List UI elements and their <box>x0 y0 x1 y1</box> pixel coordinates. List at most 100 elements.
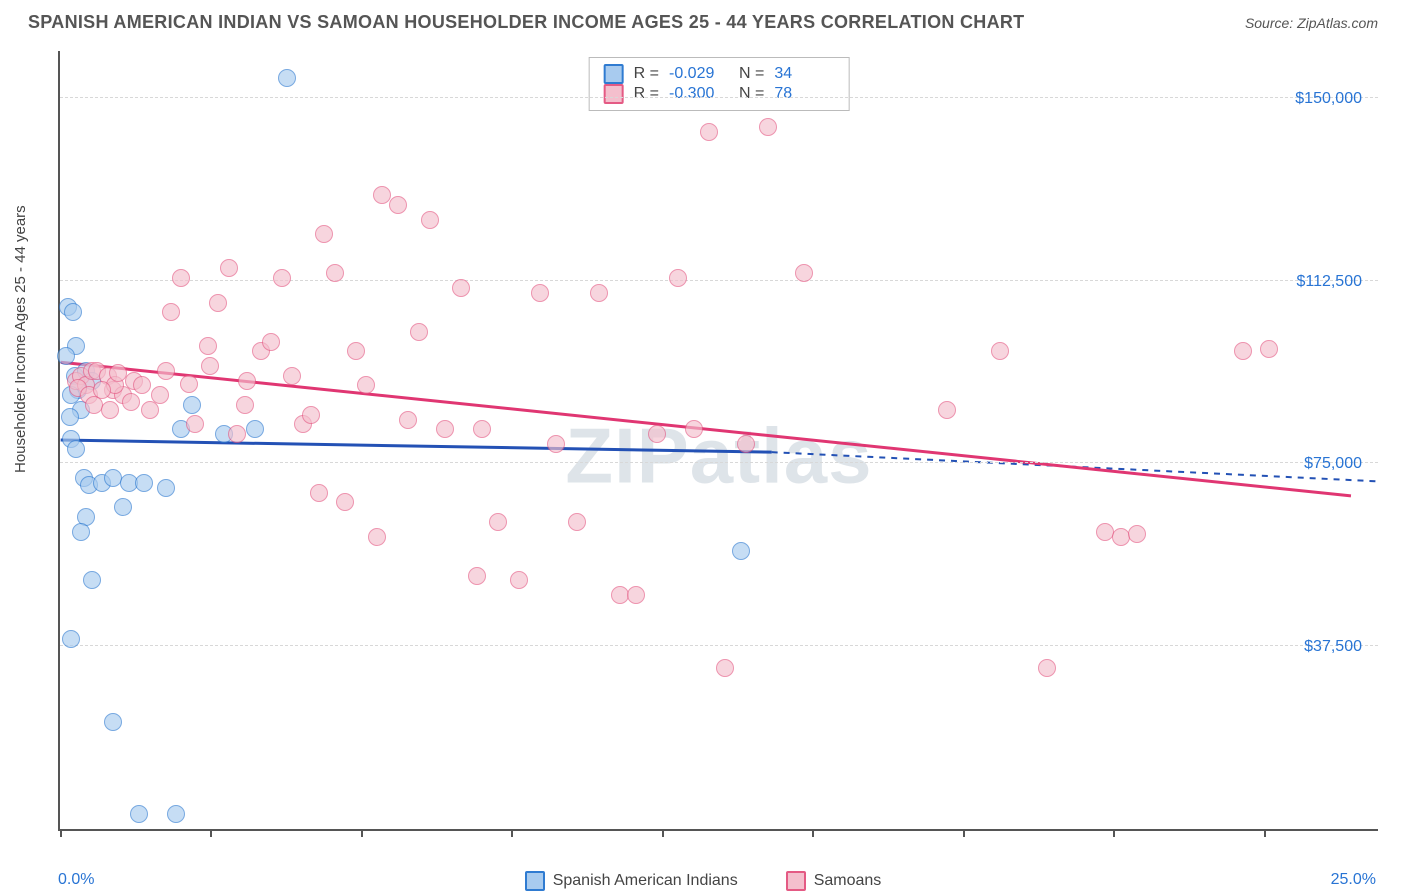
scatter-point <box>326 264 344 282</box>
scatter-point <box>473 420 491 438</box>
scatter-point <box>347 342 365 360</box>
scatter-point <box>57 347 75 365</box>
scatter-point <box>759 118 777 136</box>
scatter-point <box>109 364 127 382</box>
scatter-point <box>283 367 301 385</box>
scatter-point <box>310 484 328 502</box>
scatter-point <box>114 498 132 516</box>
scatter-point <box>938 401 956 419</box>
scatter-point <box>72 523 90 541</box>
stat-r-label: R = <box>634 85 659 103</box>
scatter-point <box>648 425 666 443</box>
stat-n-label: N = <box>739 85 764 103</box>
scatter-point <box>104 713 122 731</box>
plot-area: ZIPatlas R =-0.029N =34R =-0.300N =78 $3… <box>58 51 1378 831</box>
legend-label: Spanish American Indians <box>553 872 738 890</box>
scatter-point <box>315 225 333 243</box>
gridline-h <box>60 280 1378 281</box>
scatter-point <box>590 284 608 302</box>
scatter-point <box>130 805 148 823</box>
trendline <box>61 440 772 452</box>
stat-n-label: N = <box>739 65 764 83</box>
scatter-point <box>278 69 296 87</box>
bottom-legend-item: Spanish American Indians <box>525 871 738 891</box>
stat-r-value: -0.029 <box>669 65 729 83</box>
x-tick <box>1264 829 1266 837</box>
scatter-point <box>162 303 180 321</box>
gridline-h <box>60 645 1378 646</box>
stat-n-value: 78 <box>774 85 834 103</box>
scatter-point <box>220 259 238 277</box>
x-tick <box>812 829 814 837</box>
scatter-point <box>238 372 256 390</box>
scatter-point <box>172 269 190 287</box>
scatter-point <box>1128 525 1146 543</box>
scatter-point <box>101 401 119 419</box>
scatter-point <box>389 196 407 214</box>
scatter-point <box>399 411 417 429</box>
scatter-point <box>737 435 755 453</box>
scatter-point <box>262 333 280 351</box>
scatter-point <box>199 337 217 355</box>
scatter-point <box>228 425 246 443</box>
scatter-point <box>122 393 140 411</box>
x-tick <box>60 829 62 837</box>
legend-swatch-icon <box>786 871 806 891</box>
scatter-point <box>452 279 470 297</box>
stat-r-value: -0.300 <box>669 85 729 103</box>
x-tick <box>210 829 212 837</box>
scatter-point <box>685 420 703 438</box>
scatter-point <box>133 376 151 394</box>
stat-n-value: 34 <box>774 65 834 83</box>
scatter-point <box>180 375 198 393</box>
x-tick <box>511 829 513 837</box>
stats-legend-box: R = -0.029 N = 34 R = -0.300 N = 78 <box>589 57 850 111</box>
scatter-point <box>531 284 549 302</box>
scatter-point <box>1260 340 1278 358</box>
x-tick <box>963 829 965 837</box>
y-axis-label: Householder Income Ages 25 - 44 years <box>12 205 29 473</box>
scatter-point <box>510 571 528 589</box>
scatter-point <box>627 586 645 604</box>
scatter-point <box>201 357 219 375</box>
scatter-point <box>732 542 750 560</box>
gridline-h <box>60 97 1378 98</box>
scatter-point <box>83 571 101 589</box>
legend-swatch-icon <box>604 84 624 104</box>
scatter-point <box>209 294 227 312</box>
y-tick-label: $112,500 <box>1296 273 1362 291</box>
scatter-point <box>186 415 204 433</box>
y-tick-label: $37,500 <box>1304 638 1362 656</box>
scatter-point <box>151 386 169 404</box>
scatter-point <box>410 323 428 341</box>
x-tick <box>662 829 664 837</box>
scatter-point <box>568 513 586 531</box>
legend-label: Samoans <box>814 872 882 890</box>
source-label: Source: ZipAtlas.com <box>1245 15 1378 31</box>
scatter-point <box>716 659 734 677</box>
gridline-h <box>60 462 1378 463</box>
scatter-point <box>421 211 439 229</box>
scatter-point <box>246 420 264 438</box>
stats-legend-row: R = -0.029 N = 34 <box>604 64 835 84</box>
x-tick <box>1113 829 1115 837</box>
scatter-point <box>157 479 175 497</box>
x-tick <box>361 829 363 837</box>
scatter-point <box>1038 659 1056 677</box>
scatter-point <box>273 269 291 287</box>
scatter-point <box>489 513 507 531</box>
legend-swatch-icon <box>604 64 624 84</box>
scatter-point <box>236 396 254 414</box>
scatter-point <box>368 528 386 546</box>
scatter-point <box>61 408 79 426</box>
trendlines-svg <box>60 51 1378 829</box>
scatter-point <box>468 567 486 585</box>
scatter-point <box>357 376 375 394</box>
scatter-point <box>547 435 565 453</box>
scatter-point <box>795 264 813 282</box>
stat-r-label: R = <box>634 65 659 83</box>
scatter-point <box>62 630 80 648</box>
scatter-point <box>183 396 201 414</box>
bottom-legend-item: Samoans <box>786 871 882 891</box>
scatter-point <box>167 805 185 823</box>
